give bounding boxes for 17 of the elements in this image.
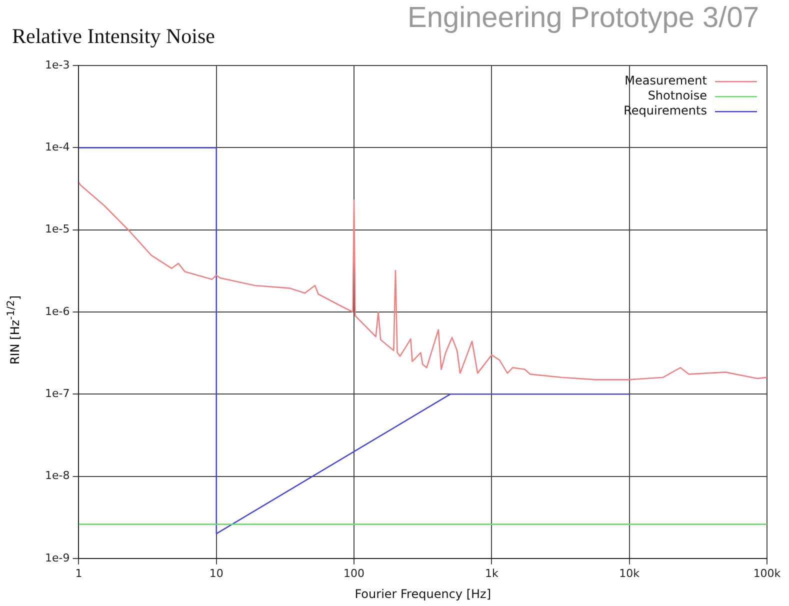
y-tick-label: 1e-4 [45,140,70,154]
y-tick-label: 1e-3 [45,58,70,72]
x-tick-label: 1k [485,566,500,580]
y-tick-label: 1e-7 [45,386,70,400]
x-axis-title: Fourier Frequency [Hz] [354,586,492,601]
x-tick-label: 100 [344,566,365,580]
chart-title: Relative Intensity Noise [12,24,215,49]
legend-label: Shotnoise [648,88,707,103]
y-tick-label: 1e-6 [45,304,70,318]
x-tick-label: 10k [619,566,640,580]
x-tick-label: 100k [753,566,782,580]
y-tick-label: 1e-9 [45,551,70,564]
y-tick-label: 1e-8 [45,469,70,482]
x-tick-label: 10 [209,566,224,580]
x-tick-label: 1 [75,566,82,580]
y-tick-label: 1e-5 [45,222,70,236]
chart-subtitle: Engineering Prototype 3/07 [408,2,759,35]
